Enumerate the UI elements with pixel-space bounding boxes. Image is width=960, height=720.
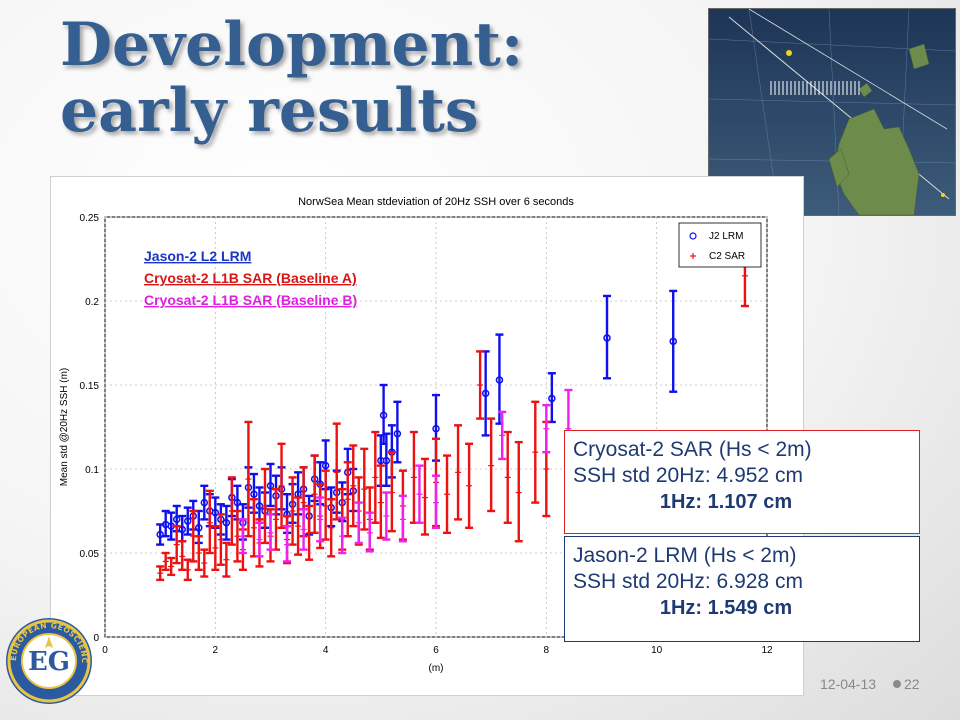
data-point-marker <box>432 424 440 433</box>
y-tick-label: 0.2 <box>85 297 99 308</box>
egu-logo: EG EUROPEAN GEOSCIENCES UNION <box>1 609 94 706</box>
data-point-marker <box>481 389 490 398</box>
series-label-1: Jason-2 L2 LRM <box>144 248 251 264</box>
x-axis-label: (m) <box>429 663 444 674</box>
x-tick-label: 10 <box>651 645 663 656</box>
chart-legend-box <box>678 222 762 268</box>
jason-stats-20hz: SSH std 20Hz: 6.928 cm <box>573 570 803 593</box>
cryosat-stats-box: Cryosat-2 SAR (Hs < 2m) SSH std 20Hz: 4.… <box>564 430 920 534</box>
data-point-marker <box>195 524 203 532</box>
data-point-marker <box>172 515 181 524</box>
data-point-marker <box>382 456 391 465</box>
x-tick-label: 8 <box>544 645 550 656</box>
data-point-marker <box>184 517 192 525</box>
svg-text:EG: EG <box>28 647 70 677</box>
data-point-marker <box>379 411 388 419</box>
data-point-marker <box>603 334 611 342</box>
chart-title: NorwSea Mean stdeviation of 20Hz SSH ove… <box>298 196 574 208</box>
legend-label-c2: C2 SAR <box>709 251 745 262</box>
data-point-marker <box>250 490 258 498</box>
data-point-marker <box>156 530 164 539</box>
y-tick-label: 0 <box>93 633 99 644</box>
x-tick-label: 6 <box>433 645 439 656</box>
slide-title: Development: early results <box>60 10 524 146</box>
y-axis-label: Mean std @20Hz SSH (m) <box>59 368 70 487</box>
data-point-marker <box>669 337 677 346</box>
legend-label-j2: J2 LRM <box>709 231 743 242</box>
data-point-marker <box>548 394 556 403</box>
data-point-marker <box>211 508 220 517</box>
x-tick-label: 0 <box>102 645 108 656</box>
data-point-marker <box>200 498 209 507</box>
jason-stats-title: Jason-2 LRM (Hs < 2m) <box>573 544 797 567</box>
x-tick-label: 12 <box>761 645 773 656</box>
series-label-3: Cryosat-2 L1B SAR (Baseline B) <box>144 292 357 308</box>
slide-number: 22 <box>904 676 920 692</box>
data-point-marker <box>321 461 330 470</box>
footer-separator-dot <box>893 680 901 688</box>
jason-stats-1hz: 1Hz: 1.549 cm <box>659 597 793 619</box>
cryosat-stats-1hz: 1Hz: 1.107 cm <box>659 491 793 513</box>
y-tick-label: 0.1 <box>85 465 99 476</box>
data-point-marker <box>266 482 275 490</box>
x-tick-label: 4 <box>323 645 329 656</box>
jason-stats-box: Jason-2 LRM (Hs < 2m) SSH std 20Hz: 6.92… <box>564 536 920 642</box>
y-tick-label: 0.25 <box>80 213 100 224</box>
data-point-marker <box>178 525 186 534</box>
data-point-marker <box>495 376 504 384</box>
slide-date: 12-04-13 <box>820 676 877 692</box>
x-tick-label: 2 <box>213 645 219 656</box>
y-tick-label: 0.05 <box>80 549 100 560</box>
cryosat-stats-20hz: SSH std 20Hz: 4.952 cm <box>573 464 803 487</box>
legend-marker-j2 <box>689 232 697 240</box>
data-point-marker <box>222 519 231 527</box>
data-point-marker <box>393 429 402 438</box>
cryosat-stats-title: Cryosat-2 SAR (Hs < 2m) <box>573 438 812 461</box>
y-tick-label: 0.15 <box>80 381 100 392</box>
data-point-marker <box>233 498 242 507</box>
series-label-2: Cryosat-2 L1B SAR (Baseline A) <box>144 270 357 286</box>
